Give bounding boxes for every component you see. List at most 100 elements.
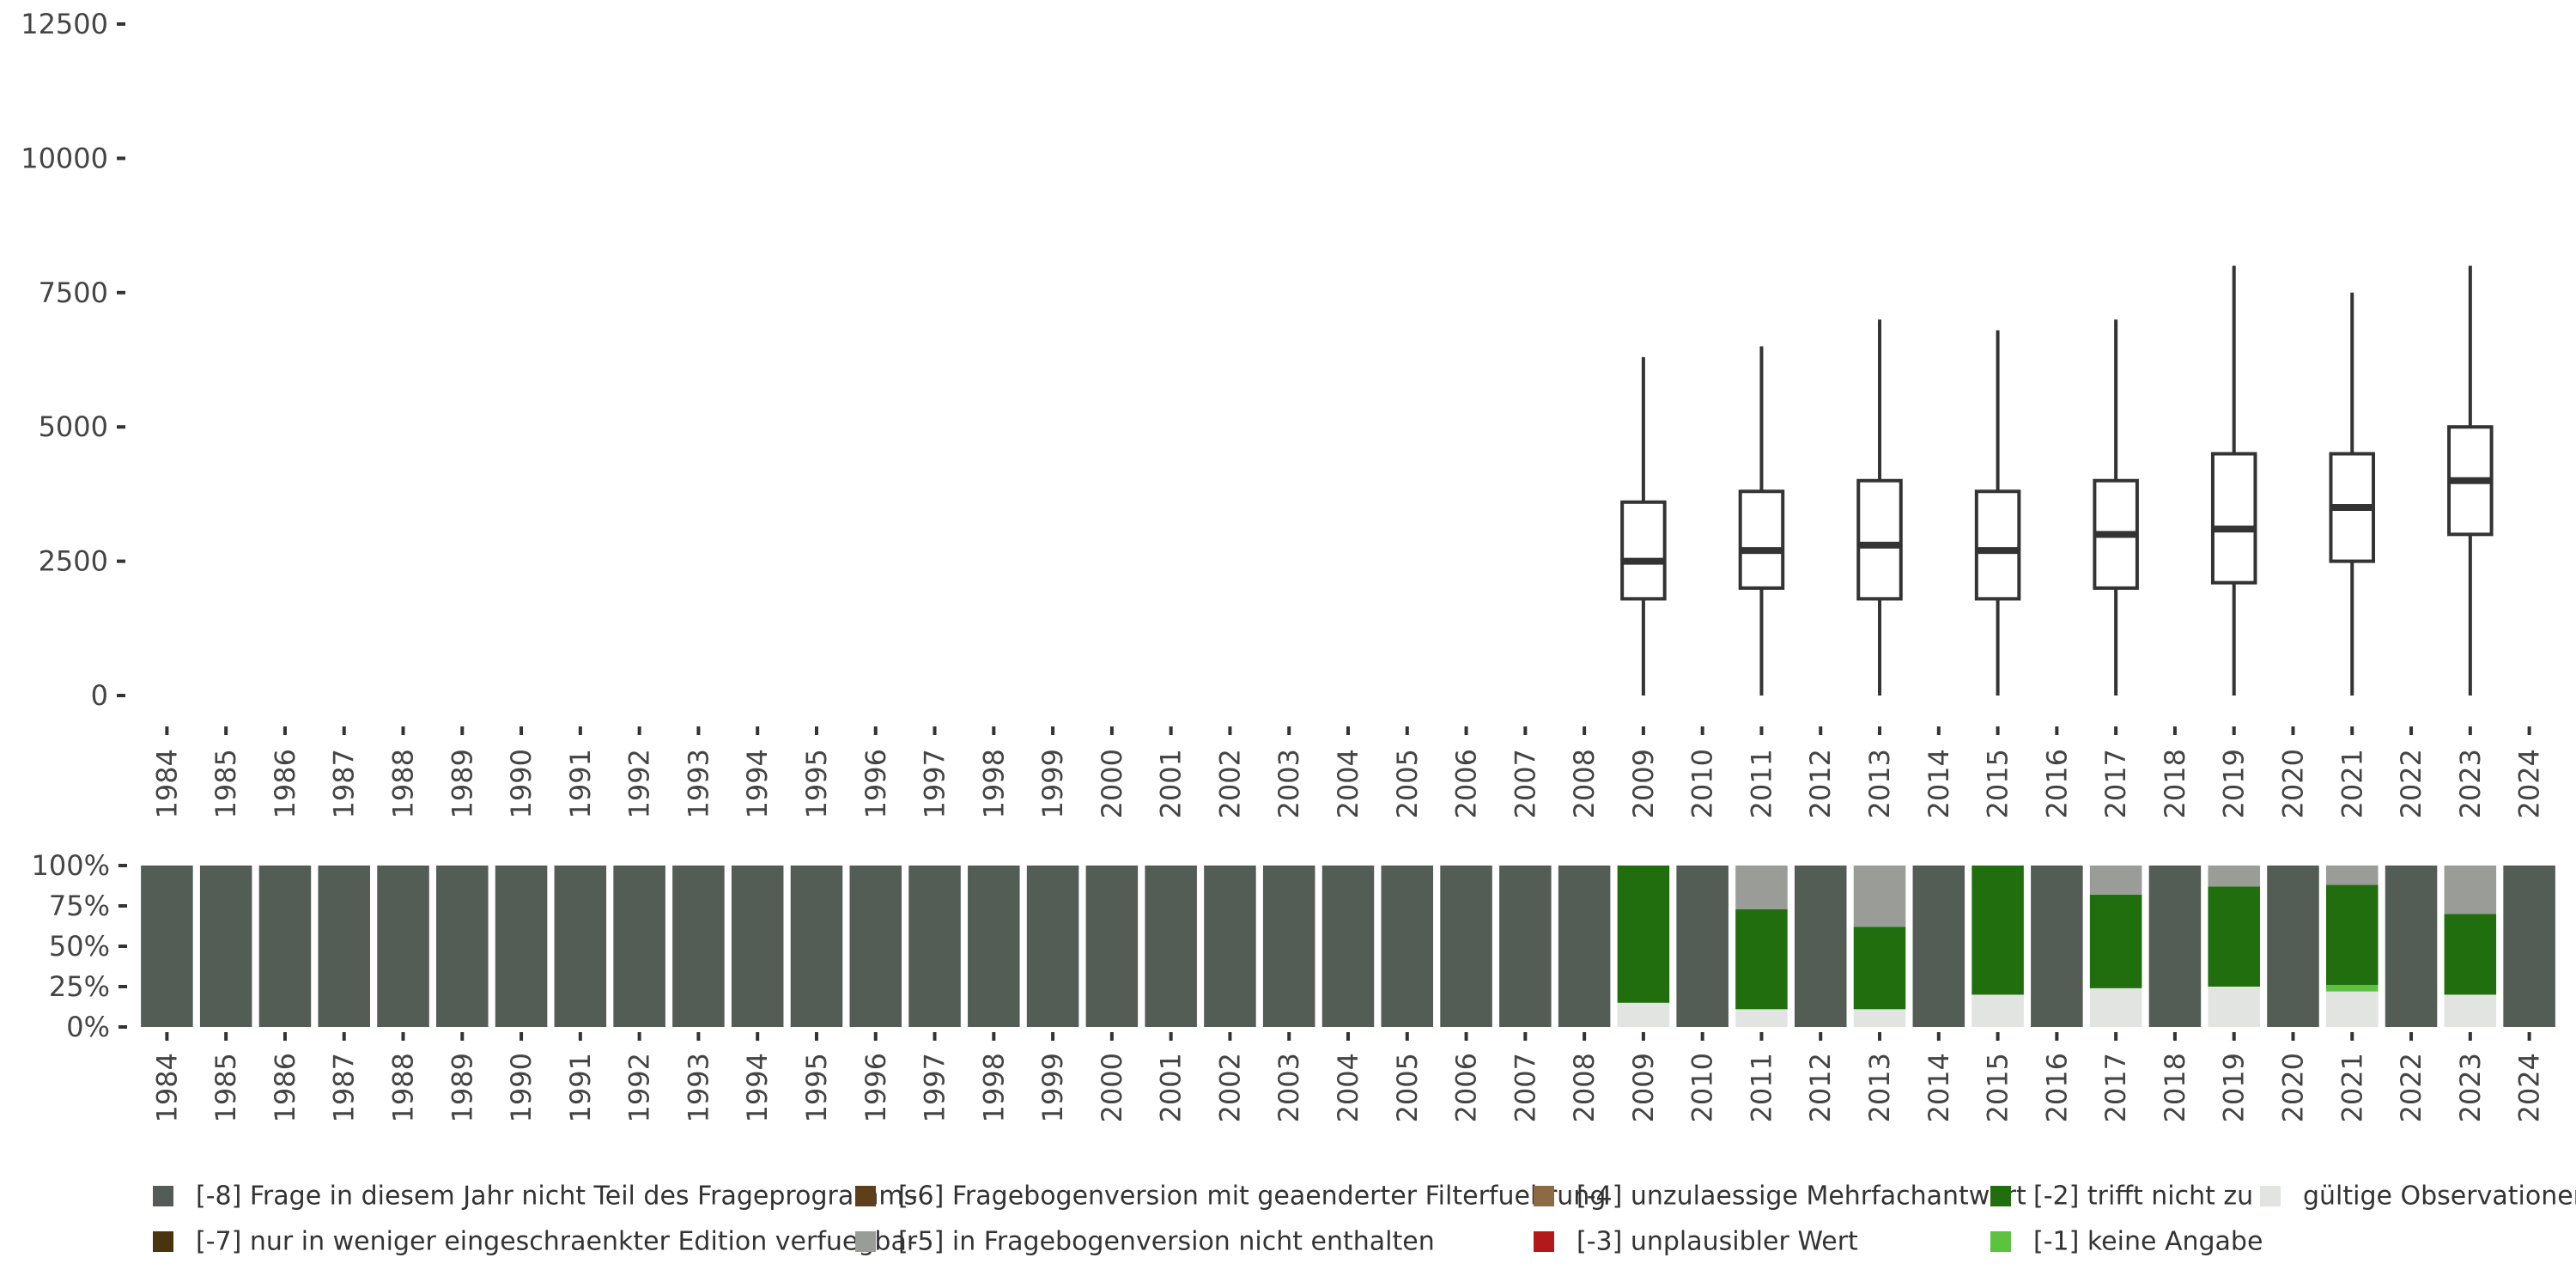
x-tick-label: 2016 [2040,749,2073,818]
bar-segment-2011-m5 [1735,866,1788,909]
legend-item-m6: [-6] Fragebogenversion mit geaenderter F… [855,1182,1606,1212]
bar-x-tick-label: 2020 [2276,1053,2309,1122]
bar-segment-2014-m8 [1912,866,1965,1027]
bar-segment-2024-m8 [2503,866,2555,1027]
bar-segment-2021-valid [2326,991,2379,1027]
bar-segment-1987-m8 [318,866,370,1027]
legend-swatch [153,1186,173,1206]
bar-segment-1998-m8 [968,866,1020,1027]
bar-x-tick-label: 1985 [210,1053,242,1122]
legend-label: [-1] keine Angabe [2033,1227,2263,1257]
bar-segment-2015-m2 [1971,866,2024,995]
box-iqr [1738,489,1785,590]
y-tick-label: 12500 [21,8,108,40]
bar-x-tick-label: 2003 [1273,1053,1305,1122]
x-tick-label: 1986 [269,749,301,818]
bar-segment-2019-m2 [2208,886,2260,987]
bar-x-tick-label: 2023 [2454,1053,2487,1122]
bar-segment-2012-m8 [1794,866,1847,1027]
bar-segment-1992-m8 [613,866,665,1027]
bar-x-tick-label: 2012 [1804,1053,1837,1122]
x-tick-label: 2015 [1982,749,2014,818]
x-tick-label: 1999 [1036,749,1069,818]
bar-x-tick-label: 2000 [1096,1053,1128,1122]
x-tick-label: 2011 [1745,749,1777,818]
y-tick-label: 10000 [21,142,108,174]
box-2009 [1620,356,1667,696]
legend-item-m8: [-8] Frage in diesem Jahr nicht Teil des… [153,1182,917,1212]
legend: [-8] Frage in diesem Jahr nicht Teil des… [153,1182,2576,1257]
legend-swatch [1990,1186,2011,1206]
x-tick-label: 2012 [1804,749,1837,818]
bar-x-tick-label: 1991 [564,1053,597,1122]
bar-x-tick-label: 2013 [1863,1053,1896,1122]
bar-x-tick-label: 1998 [977,1053,1010,1122]
bar-x-tick-label: 2019 [2218,1053,2251,1122]
bar-segment-2010-m8 [1676,866,1728,1027]
bar-segment-2009-m2 [1617,866,1670,1003]
bar-x-tick-label: 1996 [860,1053,892,1122]
bar-y-tick-label: 50% [49,930,110,963]
x-tick-label: 2010 [1686,749,1719,818]
legend-label: [-4] unzulaessige Mehrfachantwort [1577,1182,2026,1212]
x-tick-label: 1997 [919,749,951,818]
box-2021 [2329,292,2376,696]
legend-label: [-3] unplausibler Wert [1577,1227,1858,1257]
bar-segment-1989-m8 [436,866,489,1027]
x-tick-label: 2017 [2099,749,2132,818]
box-iqr [1856,478,1903,601]
x-tick-label: 1996 [860,749,892,818]
bar-segment-1988-m8 [377,866,429,1027]
x-tick-label: 2021 [2336,749,2368,818]
legend-swatch [1534,1186,1554,1206]
bar-x-tick-label: 2005 [1391,1053,1424,1122]
bar-x-tick-label: 2015 [1982,1053,2014,1122]
bar-x-tick-label: 2016 [2040,1053,2073,1122]
legend-item-m2: [-2] trifft nicht zu [1990,1182,2253,1212]
bar-segment-2018-m8 [2148,866,2202,1027]
legend-swatch [1534,1231,1554,1252]
bar-segment-1999-m8 [1026,866,1079,1027]
legend-item-m3: [-3] unplausibler Wert [1534,1227,1858,1257]
bar-segment-2002-m8 [1204,866,1256,1027]
bar-segment-2001-m8 [1145,866,1197,1027]
legend-item-m7: [-7] nur in weniger eingeschraenkter Edi… [153,1227,918,1257]
x-tick-label: 2003 [1273,749,1305,818]
y-tick-label: 5000 [39,410,108,443]
box-2017 [2093,319,2139,696]
x-tick-label: 2009 [1627,749,1660,818]
bar-x-tick-label: 2018 [2159,1053,2191,1122]
x-tick-label: 2000 [1096,749,1128,818]
legend-label: [-8] Frage in diesem Jahr nicht Teil des… [196,1182,917,1212]
bar-segment-2011-valid [1735,1009,1788,1027]
bar-segment-2023-valid [2444,994,2497,1027]
bar-segment-1997-m8 [908,866,961,1027]
bar-x-tick-label: 2021 [2336,1053,2368,1122]
x-tick-label: 2020 [2276,749,2309,818]
bar-segment-2017-m2 [2089,894,2142,988]
bar-segment-2003-m8 [1262,866,1315,1027]
bar-segment-2011-m2 [1735,908,1788,1010]
bar-segment-2021-m5 [2326,866,2379,885]
x-tick-label: 1985 [210,749,242,818]
x-tick-label: 1988 [387,749,420,818]
bar-segment-2019-m5 [2208,866,2260,887]
x-tick-label: 2022 [2395,749,2427,818]
bar-segment-2022-m8 [2385,866,2438,1027]
bar-segment-2019-valid [2208,987,2260,1027]
bar-segment-1996-m8 [849,866,902,1027]
x-tick-label: 1992 [623,749,656,818]
x-tick-label: 1995 [800,749,833,818]
legend-swatch [855,1186,876,1206]
box-2011 [1738,346,1785,696]
bar-segment-2021-m1 [2326,985,2379,992]
bar-segment-2004-m8 [1321,866,1375,1027]
legend-item-m1: [-1] keine Angabe [1990,1227,2263,1257]
legend-item-m5: [-5] in Fragebogenversion nicht enthalte… [855,1227,1435,1257]
bar-segment-1994-m8 [731,866,784,1027]
x-tick-label: 1987 [328,749,361,818]
x-tick-label: 1991 [564,749,597,818]
y-tick-label: 2500 [39,545,108,578]
bar-segment-2017-valid [2089,987,2142,1027]
box-iqr [2210,452,2257,585]
